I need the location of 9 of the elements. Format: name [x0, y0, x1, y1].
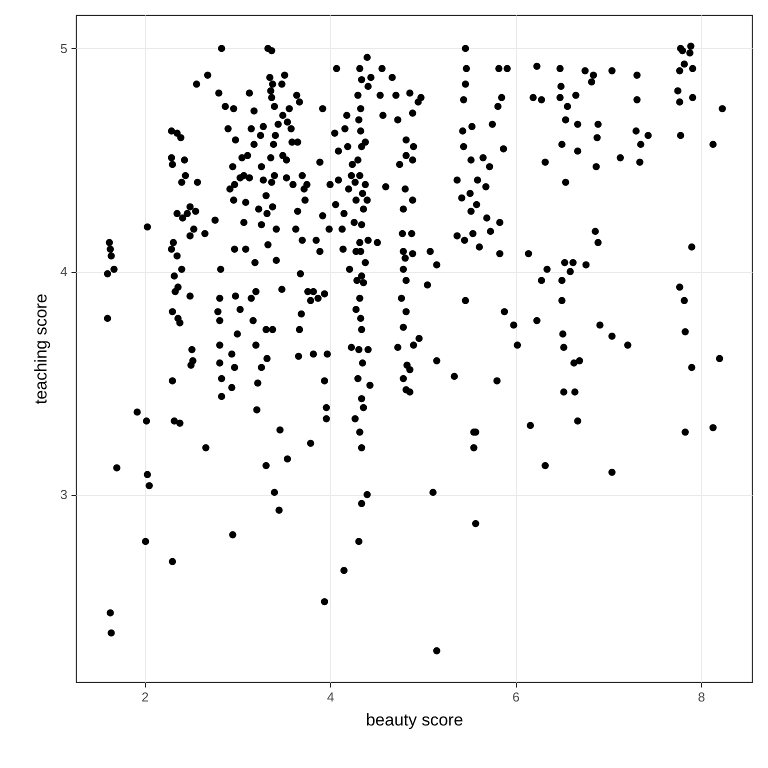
x-tick-label: 4: [326, 690, 334, 704]
y-tick-label: 5: [60, 40, 68, 56]
y-tick-label: 4: [60, 264, 68, 280]
x-tick-label: 8: [698, 690, 706, 704]
y-axis-title: teaching score: [31, 294, 50, 404]
x-tick-label: 6: [512, 690, 520, 704]
y-tick-label: 3: [60, 487, 68, 502]
x-axis-title: beauty score: [366, 710, 464, 730]
x-tick-label: 2: [142, 690, 149, 704]
